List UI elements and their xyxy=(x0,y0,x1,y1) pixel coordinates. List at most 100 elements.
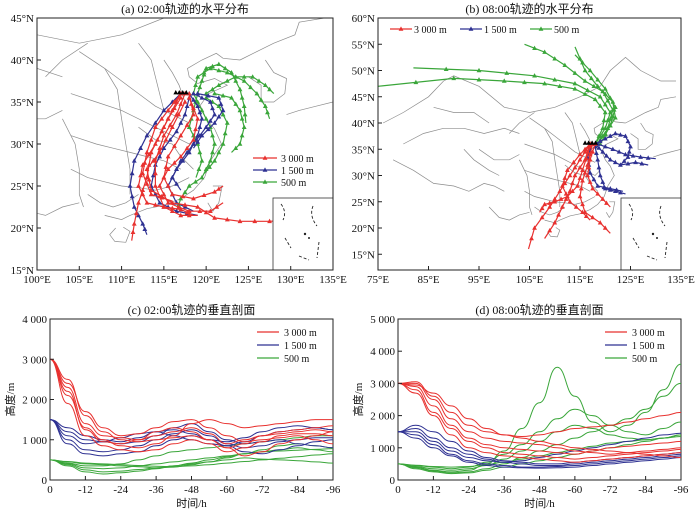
trajectory-point xyxy=(203,91,209,96)
trajectory-point xyxy=(220,112,226,117)
y-tick-label: 3 000 xyxy=(370,378,395,390)
trajectory-point xyxy=(216,95,222,100)
trajectory-point xyxy=(197,109,203,115)
trajectory-point xyxy=(547,200,553,205)
trajectory-point xyxy=(224,78,230,83)
x-tick-label: 115°E xyxy=(150,274,177,286)
trajectory-point xyxy=(150,158,156,163)
trajectory-point xyxy=(254,91,260,96)
y-tick-label: 2 000 xyxy=(370,411,395,423)
trajectory-point xyxy=(601,184,607,190)
legend-label: 3 000 m xyxy=(284,328,317,339)
legend-label: 500 m xyxy=(284,354,310,365)
x-axis-label: 时间/h xyxy=(524,497,555,510)
legend-item: 500 m xyxy=(253,178,307,189)
x-tick-label: 135°E xyxy=(319,274,347,286)
trajectory-point xyxy=(612,130,618,136)
trajectory-point xyxy=(186,208,192,213)
trajectory-point xyxy=(203,124,209,129)
trajectory-point xyxy=(572,86,578,91)
trajectory-point xyxy=(580,201,585,207)
trajectory-point xyxy=(633,159,638,165)
height-profile-line xyxy=(49,457,334,473)
y-tick-label: 35°N xyxy=(11,97,34,109)
y-tick-label: 20°N xyxy=(352,223,375,235)
y-tick-label: 0 xyxy=(42,475,48,487)
trajectory-point xyxy=(216,186,222,191)
profile-panel-d: 0 -12 -24 -36 -48 -60 -72 -84 -96 0 1 000 2 000 3 00… xyxy=(351,302,689,510)
y-tick-label: 1 000 xyxy=(370,443,395,455)
trajectory-point xyxy=(165,116,171,121)
trajectory-point xyxy=(618,132,623,137)
trajectory-point xyxy=(610,99,616,104)
legend-label: 3 000 m xyxy=(632,328,665,339)
legend-item: 1 500 m xyxy=(253,166,314,177)
height-profile-line xyxy=(397,382,682,455)
trajectory-point xyxy=(184,149,190,155)
trajectory-point xyxy=(567,172,573,178)
boundary-line xyxy=(564,112,581,155)
boundary-line xyxy=(109,226,131,243)
trajectory-point xyxy=(191,97,196,102)
trajectory-point xyxy=(625,161,631,166)
x-tick-label: -24 xyxy=(461,484,476,496)
trajectory-point xyxy=(127,183,133,188)
start-point-marker xyxy=(593,140,598,145)
trajectory-point xyxy=(218,101,224,106)
trajectory-point xyxy=(182,112,188,117)
trajectory-point xyxy=(582,78,588,83)
trajectory-point xyxy=(592,96,598,102)
y-tick-label: 60°N xyxy=(352,13,375,25)
trajectory-point xyxy=(607,123,613,128)
x-tick-label: 110°E xyxy=(108,274,135,286)
trajectory-point xyxy=(595,157,601,162)
height-profile-line xyxy=(49,358,333,449)
trajectory-point xyxy=(178,154,184,159)
panel-title: (a) 02:00轨迹的水平分布 xyxy=(121,1,249,16)
legend-item: 3 000 m xyxy=(390,25,447,36)
boundary-line xyxy=(70,93,198,145)
trajectory-point xyxy=(625,154,631,159)
trajectory-point xyxy=(570,188,575,194)
trajectory-point xyxy=(241,124,247,129)
height-profile-line xyxy=(49,358,334,445)
x-tick-label: 105°E xyxy=(516,274,544,286)
trajectory-point xyxy=(602,144,608,149)
trajectory-point xyxy=(522,79,527,85)
legend: 3 000 m 1 500 m 500 m xyxy=(257,328,317,365)
boundary-line xyxy=(519,159,533,216)
y-tick-label: 5 000 xyxy=(370,314,395,326)
legend-label: 1 500 m xyxy=(484,25,517,36)
trajectory-point xyxy=(144,181,150,186)
trajectory-point xyxy=(607,133,613,138)
trajectory-point xyxy=(159,128,165,134)
trajectory-point xyxy=(607,157,613,162)
trajectory-point xyxy=(570,180,575,186)
height-profile-line xyxy=(397,434,682,475)
trajectory-point xyxy=(207,164,212,169)
trajectory-point xyxy=(201,70,207,75)
start-point-marker xyxy=(173,90,179,95)
start-point-marker xyxy=(589,140,595,145)
boundary-line xyxy=(87,194,139,208)
legend-item: 3 000 m xyxy=(605,328,665,339)
trajectory-point xyxy=(199,175,205,180)
legend-label: 1 500 m xyxy=(632,341,665,352)
trajectory-point xyxy=(618,189,623,195)
inset-dashed-line xyxy=(628,203,668,261)
legend-label: 500 m xyxy=(554,25,580,36)
x-tick-label: -84 xyxy=(638,484,653,496)
height-profile-line xyxy=(49,453,334,468)
x-tick-label: 120°E xyxy=(192,274,220,286)
trajectory-point xyxy=(214,204,220,209)
height-profile-line xyxy=(49,443,334,469)
trajectory-point xyxy=(575,183,580,188)
trajectory-point xyxy=(582,146,588,152)
trajectory-point xyxy=(602,91,608,96)
boundary-line xyxy=(248,59,287,103)
trajectory-point xyxy=(195,103,201,108)
panel-title: (c) 02:00轨迹的垂直剖面 xyxy=(128,302,256,317)
trajectory-point xyxy=(172,160,177,165)
trajectory-point xyxy=(186,183,192,188)
